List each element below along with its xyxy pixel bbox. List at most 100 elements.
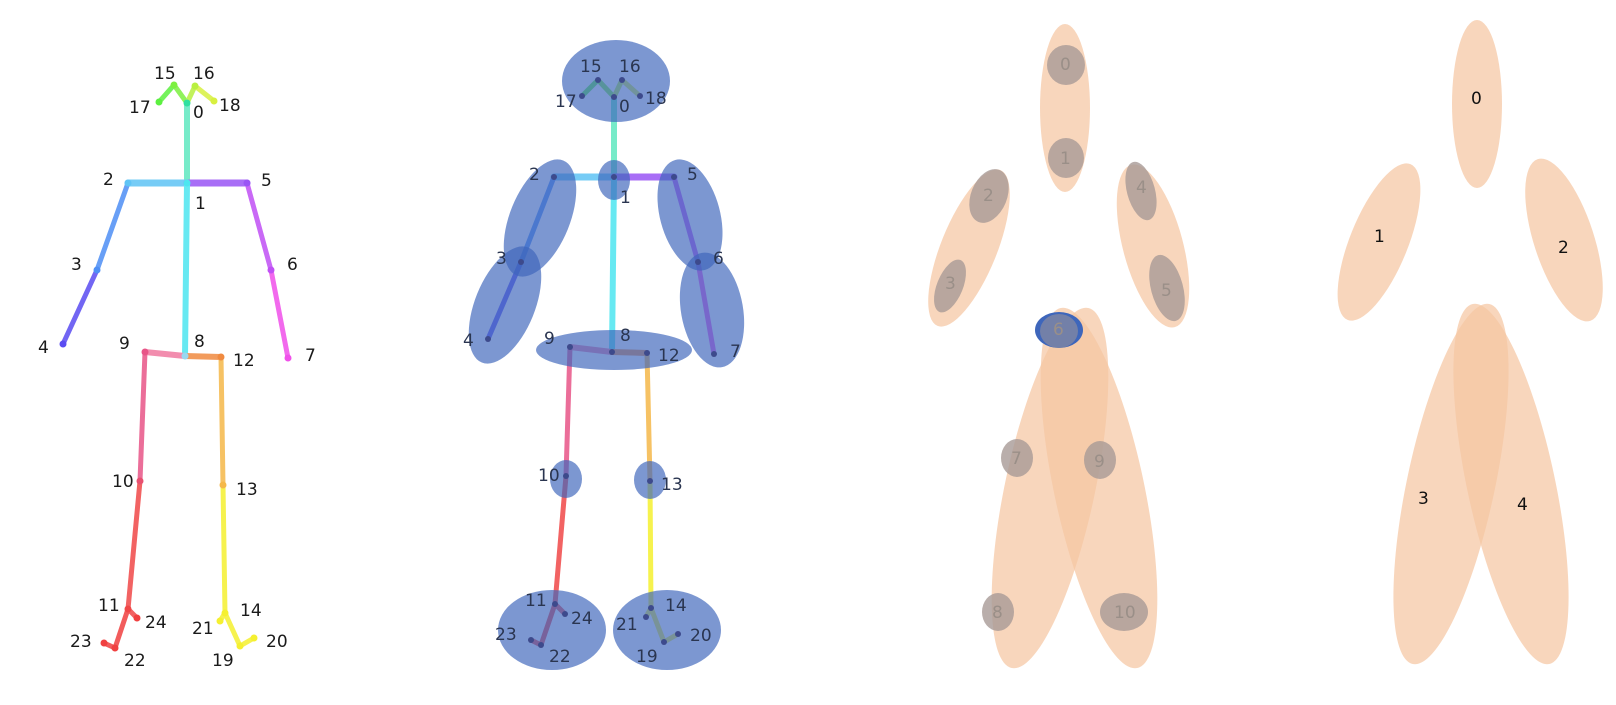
part-7 — [1001, 439, 1033, 477]
bone-2-3 — [94, 180, 131, 273]
joint-14 — [648, 605, 654, 611]
joint-12 — [217, 353, 225, 361]
joint-24 — [133, 614, 141, 622]
p1-label-19: 19 — [212, 651, 234, 671]
p1-label-6: 6 — [287, 255, 298, 275]
panel-1-labels: 0 1 2 3 4 5 6 7 8 9 10 11 12 13 14 15 16… — [38, 64, 316, 671]
p1-label-21: 21 — [192, 619, 214, 639]
p2-label-16: 16 — [619, 57, 641, 77]
p2-label-7: 7 — [730, 342, 741, 362]
bone-11-22 — [112, 606, 131, 651]
joint-10 — [563, 473, 569, 479]
p1-label-11: 11 — [98, 596, 120, 616]
p2-label-23: 23 — [495, 625, 517, 645]
p3-label-6: 6 — [1053, 320, 1064, 340]
joint-11 — [552, 601, 558, 607]
p2-label-18: 18 — [645, 89, 667, 109]
part-2 — [969, 169, 1009, 223]
panel-2-labels: 0 1 2 3 4 5 6 7 8 9 10 11 12 13 14 15 16… — [463, 57, 741, 667]
p2-label-15: 15 — [580, 57, 602, 77]
bone-5-6 — [244, 180, 274, 273]
panel-1-joints — [59, 81, 292, 652]
p3-label-5: 5 — [1161, 281, 1172, 301]
p1-label-2: 2 — [103, 170, 114, 190]
p1-label-22: 22 — [124, 651, 146, 671]
bone-9-10 — [137, 349, 148, 484]
joint-11 — [124, 605, 132, 613]
bone-13-14 — [647, 478, 654, 611]
p3-label-0: 0 — [1060, 55, 1071, 75]
part-5 — [1149, 254, 1185, 322]
part-6 — [1040, 314, 1078, 348]
joint-0 — [183, 99, 191, 107]
p3-label-8: 8 — [992, 603, 1003, 623]
limb-1 — [1337, 163, 1421, 321]
p2-label-11: 11 — [525, 591, 547, 611]
p2-label-22: 22 — [549, 647, 571, 667]
p2-label-1: 1 — [620, 188, 631, 208]
joint-21 — [643, 614, 649, 620]
joint-21 — [216, 617, 224, 625]
panel-2-regions — [468, 40, 745, 670]
p3-label-9: 9 — [1094, 452, 1105, 472]
p1-label-12: 12 — [233, 351, 255, 371]
joint-23 — [100, 639, 108, 647]
p4-label-0: 0 — [1471, 89, 1482, 109]
joint-6 — [695, 259, 701, 265]
bone-3-4 — [60, 267, 100, 347]
joint-16 — [191, 82, 199, 90]
panel-3-parts — [934, 45, 1185, 631]
p1-label-3: 3 — [71, 255, 82, 275]
region-left-foot — [613, 590, 721, 670]
bone-8-12 — [182, 353, 224, 360]
joint-15 — [170, 81, 178, 89]
joint-0 — [611, 94, 617, 100]
p4-label-2: 2 — [1558, 238, 1569, 258]
bone-16-18 — [192, 83, 217, 104]
p3-label-7: 7 — [1011, 449, 1022, 469]
p1-label-13: 13 — [236, 480, 258, 500]
bone-10-11 — [125, 478, 143, 612]
joint-1 — [611, 174, 617, 180]
joint-5 — [243, 179, 251, 187]
joint-19 — [236, 642, 244, 650]
p1-label-4: 4 — [38, 338, 49, 358]
joint-22 — [538, 642, 544, 648]
part-9 — [1084, 441, 1116, 479]
p2-label-20: 20 — [690, 626, 712, 646]
p1-label-5: 5 — [261, 171, 272, 191]
p4-label-4: 4 — [1517, 495, 1528, 515]
p1-label-10: 10 — [112, 472, 134, 492]
joint-2 — [124, 179, 132, 187]
region-right-forearm — [468, 246, 542, 364]
bone-12-13 — [218, 354, 226, 488]
joint-8 — [181, 352, 189, 360]
panel-4-labels: 0 1 2 3 4 — [1374, 89, 1569, 515]
panel-1-skeleton — [60, 82, 291, 651]
joint-3 — [93, 266, 101, 274]
joint-24 — [562, 611, 568, 617]
panel-3-limbs — [928, 24, 1190, 669]
joint-12 — [644, 350, 650, 356]
joint-15 — [595, 77, 601, 83]
limb-left-leg — [1040, 307, 1158, 669]
p2-label-8: 8 — [620, 326, 631, 346]
p2-label-10: 10 — [538, 466, 560, 486]
joint-13 — [219, 481, 227, 489]
p2-label-3: 3 — [496, 249, 507, 269]
bone-9-10 — [563, 344, 573, 479]
p2-label-21: 21 — [616, 615, 638, 635]
bone-8-9 — [142, 349, 188, 359]
part-1 — [1048, 138, 1084, 178]
joint-1 — [183, 179, 191, 187]
p1-label-1: 1 — [195, 194, 206, 214]
p4-label-3: 3 — [1418, 489, 1429, 509]
p2-label-9: 9 — [544, 329, 555, 349]
p1-label-17: 17 — [129, 98, 151, 118]
limb-4 — [1453, 303, 1569, 665]
joint-14 — [221, 609, 229, 617]
part-4 — [1125, 161, 1157, 221]
p2-label-0: 0 — [619, 97, 630, 117]
p2-label-12: 12 — [658, 346, 680, 366]
